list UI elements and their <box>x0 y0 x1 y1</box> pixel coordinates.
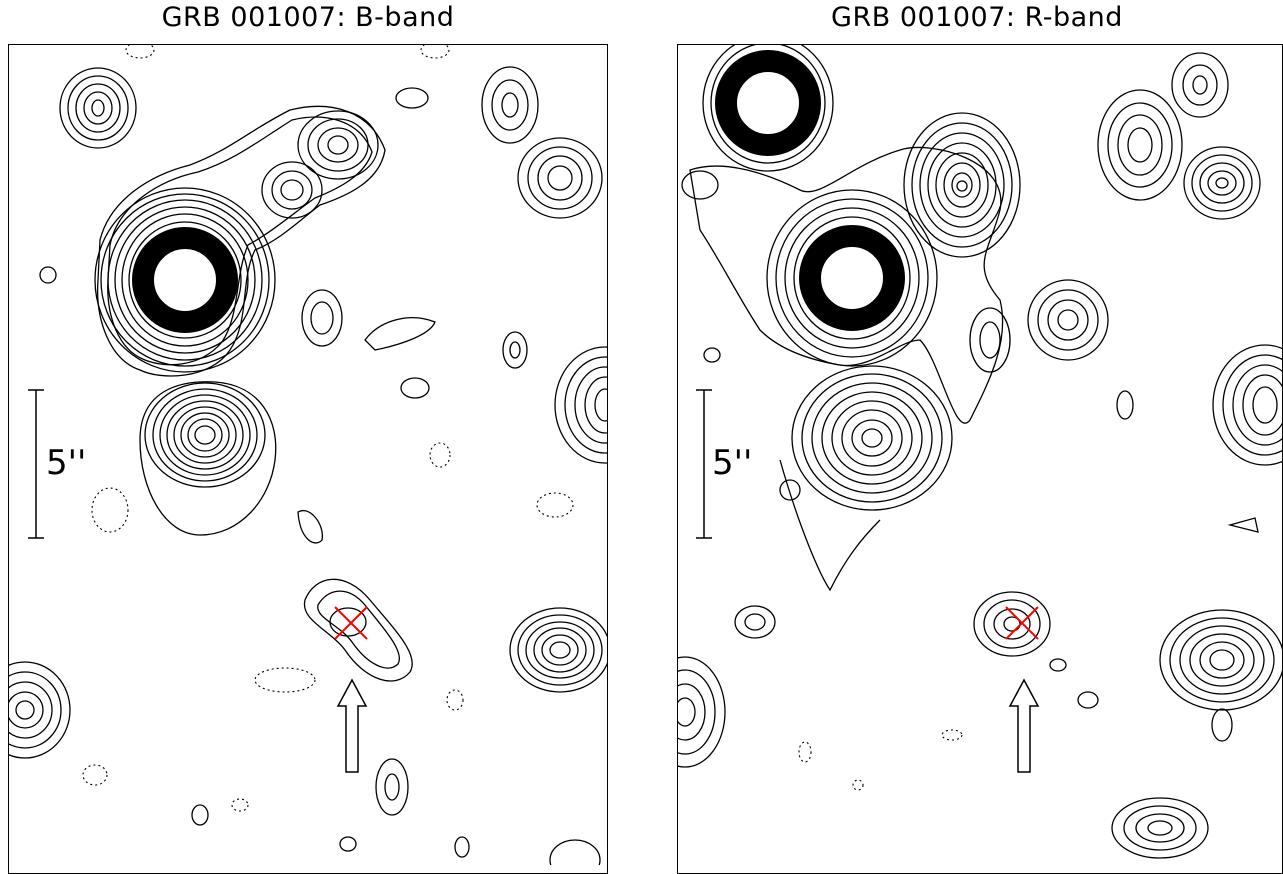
left-blob-upper2 <box>261 161 323 219</box>
right-scale-bar <box>696 389 712 539</box>
left-star-core <box>132 227 238 333</box>
left-afterglow-cross <box>334 606 368 640</box>
left-scale-bar <box>28 389 44 539</box>
left-panel-title: GRB 001007: B-band <box>161 2 455 33</box>
left-blob-topleft <box>59 67 137 149</box>
right-blob-mid <box>969 279 1109 373</box>
right-negative-contours <box>798 729 963 791</box>
left-blob-left-low <box>9 661 71 759</box>
left-blob-right-low <box>509 607 607 693</box>
right-scale-label: 5'' <box>712 443 753 483</box>
right-blob-bottom <box>1111 797 1209 859</box>
right-blob-upper-right <box>1097 52 1261 220</box>
left-blob-right-mid <box>554 346 607 464</box>
right-afterglow-cross <box>1005 606 1039 640</box>
left-arrow <box>336 678 368 773</box>
right-contours <box>678 45 1282 859</box>
right-galaxy-lower <box>779 365 953 592</box>
left-blob-upper1 <box>297 110 379 180</box>
right-blob-edge <box>1212 344 1282 466</box>
right-small-blobs <box>681 170 1259 639</box>
left-negative-contours <box>82 45 574 812</box>
right-blob-left-low <box>678 656 726 768</box>
left-galaxy-lower <box>139 381 277 536</box>
left-scale-label: 5'' <box>46 443 87 483</box>
right-compact-source <box>903 112 1021 258</box>
right-arrow <box>1008 678 1040 773</box>
right-star-middle <box>766 189 938 367</box>
left-blob-upper-right <box>481 66 603 219</box>
right-host-galaxy <box>973 591 1099 709</box>
right-star-top <box>702 45 834 172</box>
right-blob-lower-right <box>1159 609 1282 742</box>
left-host-galaxy <box>297 509 413 682</box>
right-panel-title: GRB 001007: R-band <box>831 2 1123 33</box>
left-contours <box>9 45 607 865</box>
